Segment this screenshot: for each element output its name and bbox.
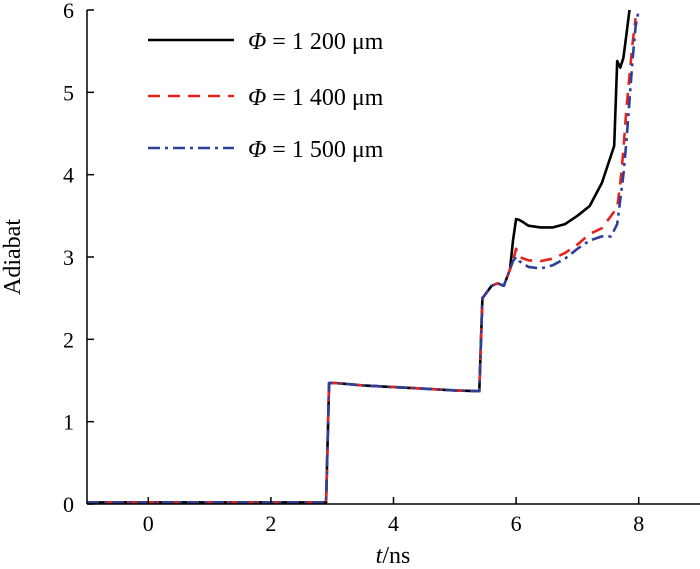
series-line-3 [87, 10, 640, 504]
x-axis-title-variable: t [376, 543, 384, 569]
x-tick-label: 4 [388, 511, 399, 536]
legend: Φ = 1 200 μmΦ = 1 400 μmΦ = 1 500 μm [148, 29, 384, 163]
y-tick-label: 6 [63, 0, 74, 23]
legend-value: = 1 200 μm [266, 29, 383, 55]
y-tick-label: 0 [63, 492, 74, 517]
x-axis-title: t/ns [376, 543, 411, 569]
series-line-1 [87, 10, 631, 504]
series-layer [87, 10, 640, 504]
y-tick-label: 3 [63, 245, 74, 270]
y-tick-label: 1 [63, 410, 74, 435]
legend-value: = 1 400 μm [266, 85, 383, 111]
y-axis-title: Adiabat [0, 219, 26, 295]
legend-value: = 1 500 μm [266, 137, 383, 163]
legend-label-3: Φ = 1 500 μm [248, 137, 384, 163]
x-tick-label: 2 [265, 511, 276, 536]
y-tick-label: 5 [63, 80, 74, 105]
y-tick-label: 4 [63, 163, 74, 188]
x-tick-label: 0 [143, 511, 154, 536]
legend-label-1: Φ = 1 200 μm [248, 29, 384, 55]
x-axis-title-unit: /ns [382, 543, 410, 569]
x-tick-label: 6 [511, 511, 522, 536]
legend-symbol: Φ [248, 137, 266, 163]
axes: 0 2 4 6 8 0 1 2 3 4 5 6 [63, 0, 700, 536]
legend-label-2: Φ = 1 400 μm [248, 85, 384, 111]
legend-symbol: Φ [248, 29, 266, 55]
y-tick-label: 2 [63, 327, 74, 352]
legend-symbol: Φ [248, 85, 266, 111]
x-tick-label: 8 [633, 511, 644, 536]
